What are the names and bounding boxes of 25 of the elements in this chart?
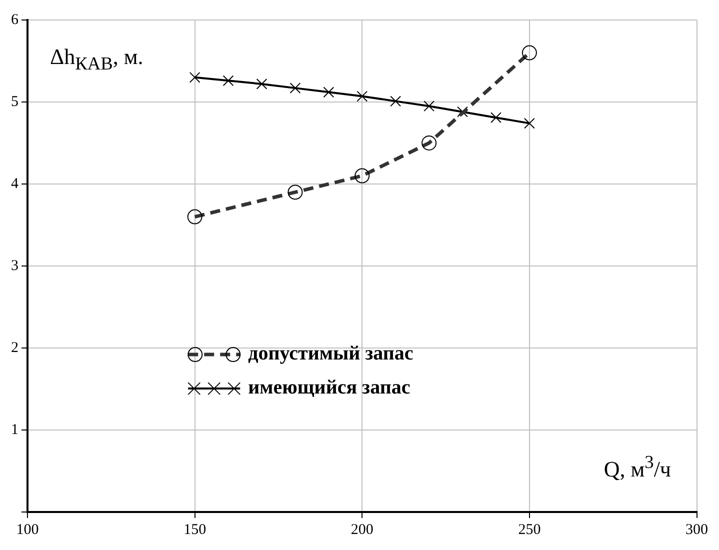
point: [390, 96, 402, 107]
legend-label: допустимый запас: [248, 342, 414, 365]
point: [256, 78, 268, 90]
y-tick-label: 6: [11, 12, 19, 28]
point: [356, 90, 368, 102]
point: [524, 118, 535, 129]
x-tick-label: 200: [350, 522, 374, 538]
y-tick-label: 3: [11, 258, 18, 274]
y-tick-label: 2: [11, 340, 18, 356]
x-tick-label: 250: [518, 522, 541, 538]
x-tick-label: 300: [686, 522, 708, 538]
y-axis-title: Δh$_{КАВ}$, м.: [50, 44, 144, 74]
x-tick-label: 100: [16, 522, 39, 538]
point: [424, 100, 434, 112]
point: [290, 82, 301, 94]
legend-label: имеющийся запас: [248, 376, 410, 399]
point: [323, 86, 334, 98]
y-tick-label: 5: [11, 94, 18, 110]
x-axis-title: Q, м$^{3}$/ч: [604, 452, 671, 482]
y-tick-label: 1: [11, 422, 18, 438]
y-tick-label: 4: [11, 176, 19, 192]
point: [490, 112, 502, 124]
point: [189, 72, 200, 83]
x-tick-label: 150: [184, 522, 206, 538]
point: [222, 75, 234, 86]
